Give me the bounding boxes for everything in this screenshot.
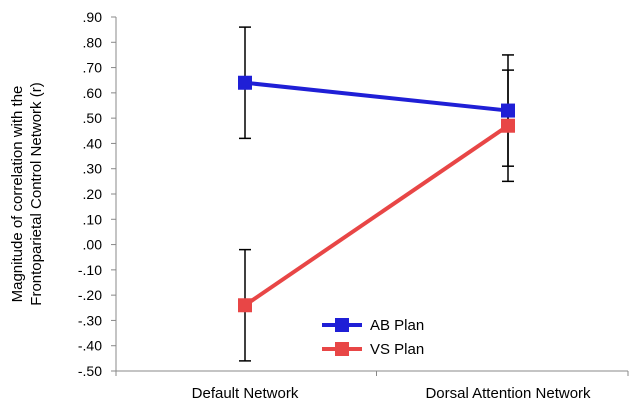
y-tick-label: .40 [83, 135, 103, 151]
series-line-0 [244, 80, 509, 113]
y-axis-label-line: Magnitude of correlation with the [9, 86, 26, 303]
y-tick-label: -.30 [78, 312, 102, 328]
y-tick-label: .50 [83, 110, 103, 126]
y-tick-label: -.50 [78, 363, 102, 379]
y-axis-ticks: .90 .80 .70 .60 .50 .40 .30 .20 .10 .00 -.10 -.20 -.… [78, 9, 116, 379]
legend-marker-0 [335, 318, 349, 332]
series-line-1 [243, 124, 510, 307]
y-tick-label: .30 [83, 161, 103, 177]
y-tick-label: .60 [83, 85, 103, 101]
legend-marker-1 [335, 342, 349, 356]
legend: AB Plan VS Plan [322, 317, 424, 358]
x-axis-categories: Default Network Dorsal Attention Network [192, 385, 591, 402]
y-tick-label: .10 [83, 211, 103, 227]
y-axis-label: Magnitude of correlation with the Frontop… [9, 82, 45, 305]
legend-label-0: AB Plan [370, 317, 424, 334]
series-points [238, 75, 515, 313]
y-tick-label: .00 [83, 237, 103, 253]
series-point-0 [238, 75, 252, 90]
error-bars [239, 26, 514, 362]
y-tick-label: -.10 [78, 262, 102, 278]
y-axis-label-line: Frontoparietal Control Network (r) [28, 82, 45, 305]
legend-label-1: VS Plan [370, 341, 424, 358]
y-tick-label: .70 [83, 60, 103, 76]
series-point-1 [238, 298, 252, 313]
x-category-label: Default Network [192, 385, 299, 402]
y-tick-label: -.40 [78, 338, 102, 354]
y-tick-label: -.20 [78, 287, 102, 303]
series-point-0 [501, 103, 515, 118]
y-tick-label: .90 [83, 9, 103, 25]
x-category-label: Dorsal Attention Network [425, 385, 591, 402]
y-tick-label: .20 [83, 186, 103, 202]
series-point-1 [501, 118, 515, 133]
y-tick-label: .80 [83, 34, 103, 50]
series-lines [243, 80, 510, 307]
